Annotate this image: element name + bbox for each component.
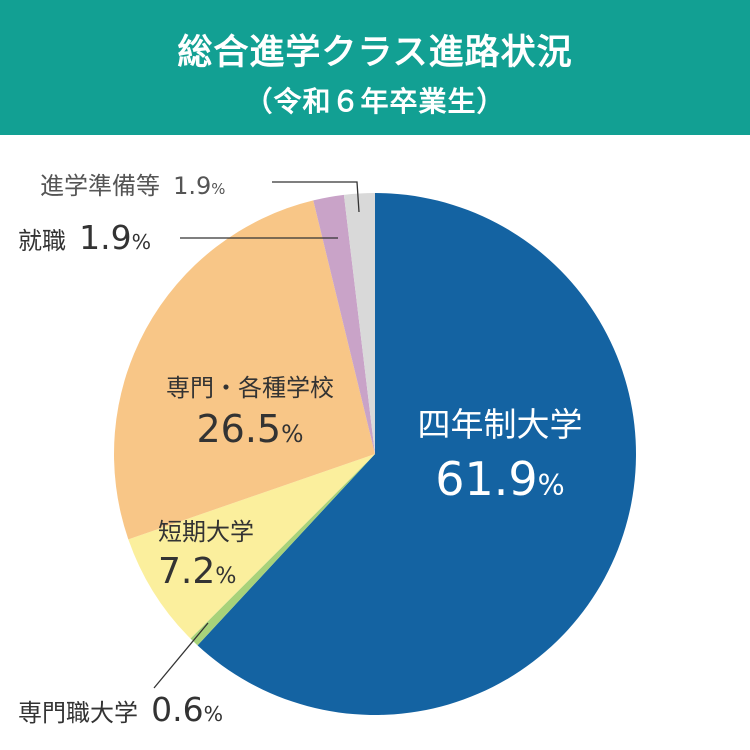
- pie-slice-senmonshoku-daigaku: [190, 454, 375, 646]
- slice-label-value: 1.9%: [173, 172, 226, 200]
- slice-label-name: 就職: [18, 227, 66, 255]
- slice-label-name: 専門・各種学校: [166, 374, 334, 402]
- slice-label-value: 7.2%: [158, 551, 237, 592]
- slice-label-value: 26.5%: [196, 407, 304, 451]
- slice-label-value: 0.6%: [151, 690, 223, 729]
- slice-label-value: 1.9%: [79, 218, 151, 257]
- chart-subtitle: （令和６年卒業生）: [244, 85, 506, 118]
- slice-label-senmon-kakushu: 専門・各種学校 26.5%: [140, 368, 360, 451]
- slice-label-value: 61.9%: [435, 452, 565, 506]
- leader-line-shinagaku-junbi: [272, 181, 360, 213]
- pie-slice-shinagaku-junbi: [343, 193, 375, 454]
- slice-label-name: 四年制大学: [417, 405, 583, 444]
- pie-slice-yonensei-daigaku: [197, 193, 636, 715]
- slice-label-yonensei-daigaku: 四年制大学 61.9%: [395, 398, 605, 506]
- pie-slice-shushoku: [313, 194, 375, 455]
- chart-title: 総合進学クラス進路状況: [177, 33, 573, 73]
- slice-label-shushoku: 就職 1.9%: [18, 218, 151, 257]
- slice-label-shinagaku-junbi: 進学準備等 1.9%: [40, 166, 225, 201]
- slice-label-senmonshoku-daigaku: 専門職大学 0.6%: [18, 690, 223, 729]
- leader-line-senmonshoku-daigaku: [153, 622, 209, 689]
- pie-slice-senmon-kakushu: [113, 200, 375, 540]
- slice-label-tanki-daigaku: 短期大学 7.2%: [158, 512, 254, 592]
- slice-label-name: 短期大学: [158, 518, 254, 546]
- pie-slice-tanki-daigaku: [128, 454, 375, 639]
- slice-label-name: 専門職大学: [18, 699, 138, 727]
- chart-header: 総合進学クラス進路状況 （令和６年卒業生）: [0, 0, 750, 135]
- slice-label-name: 進学準備等: [40, 172, 160, 200]
